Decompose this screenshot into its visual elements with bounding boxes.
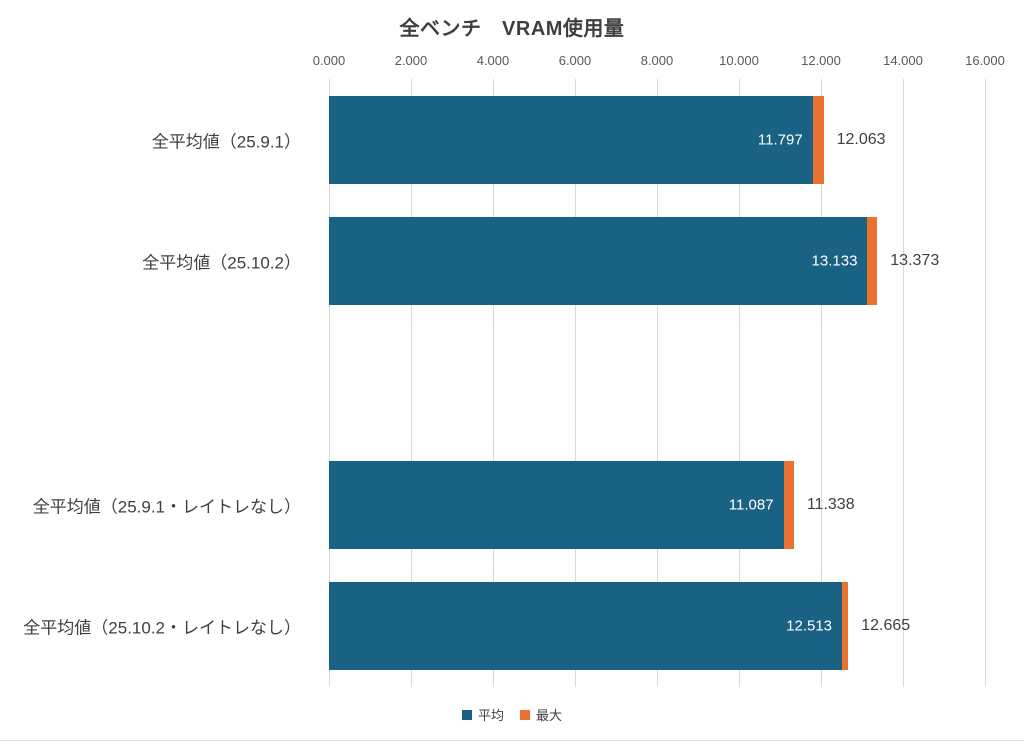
x-axis-tick-label: 8.000 [640,53,674,68]
y-axis-category-labels: 全平均値（25.9.1） 全平均値（25.10.2） 全平均値（25.9.1・レイト… [0,79,315,687]
legend-item: 平均 [461,705,504,724]
plot-area: 0.000 2.000 4.000 6.000 8.000 10.000 12.000 14.… [313,53,1005,687]
max-bar [812,95,824,184]
gridline [657,79,658,687]
gridline [739,79,740,687]
legend: 平均 最大 [0,705,1024,724]
average-legend-swatch [461,709,472,720]
gridline [985,79,986,687]
max-bar [867,217,878,306]
bar-row: 13.133 13.373 [329,217,985,306]
average-bar: 11.797 [329,95,813,184]
max-value-label: 12.665 [861,617,911,635]
average-bar: 13.133 [329,217,868,306]
legend-label: 最大 [536,708,563,723]
x-axis-tick-label: 10.000 [719,53,759,68]
gridline [821,79,822,687]
average-bar: 11.087 [329,460,784,549]
x-axis-tick-label: 16.000 [965,53,1005,68]
bar-row: 11.797 12.063 [329,95,985,184]
average-value-label: 11.087 [728,496,774,514]
bottom-divider [0,740,1024,741]
average-value-label: 13.133 [811,252,858,270]
category-label: 全平均値（25.9.1） [151,132,301,152]
average-bar: 12.513 [329,582,843,671]
average-value-label: 11.797 [757,131,803,149]
x-axis-tick-label: 6.000 [558,53,592,68]
bar-row: 11.087 11.338 [329,460,985,549]
max-legend-swatch [520,709,530,720]
category-label: 全平均値（25.10.2・レイトレなし） [23,618,301,638]
gridline [411,79,412,687]
category-label: 全平均値（25.10.2） [142,253,301,273]
gridline [329,79,330,687]
x-axis-tick-label: 14.000 [883,53,923,68]
gridline [575,79,576,687]
category-label: 全平均値（25.9.1・レイトレなし） [32,497,301,517]
legend-label: 平均 [477,708,504,723]
x-axis-tick-label: 12.000 [801,53,841,68]
max-value-label: 11.338 [806,495,855,513]
max-value-label: 13.373 [890,252,940,270]
gridline [903,79,904,687]
max-value-label: 12.063 [836,130,886,148]
x-axis-tick-label: 4.000 [476,53,510,68]
max-bar [842,582,849,671]
max-bar [783,460,794,549]
x-axis-tick-label: 0.000 [312,53,346,68]
bar-row: 12.513 12.665 [329,582,985,671]
gridline [493,79,494,687]
legend-item: 最大 [520,705,562,724]
average-value-label: 12.513 [786,617,833,635]
chart-title: 全ベンチ VRAM使用量 [399,18,625,40]
x-axis-tick-label: 2.000 [394,53,428,68]
